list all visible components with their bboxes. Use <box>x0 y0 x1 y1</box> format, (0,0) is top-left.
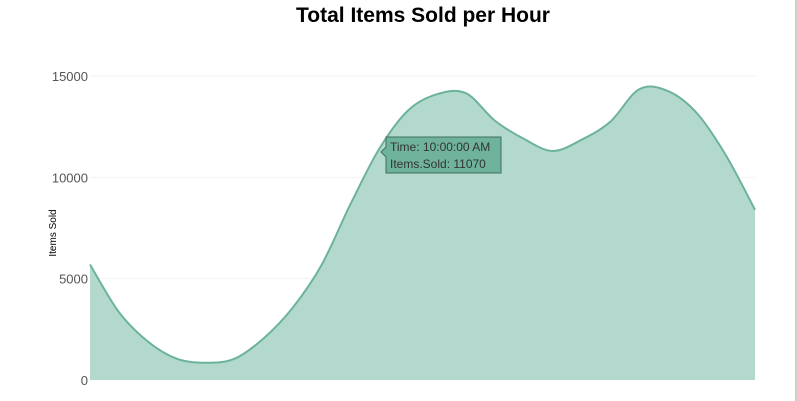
data-point[interactable] <box>287 303 297 313</box>
data-point[interactable] <box>750 205 760 215</box>
tooltip-box <box>380 136 502 174</box>
data-point[interactable] <box>403 106 413 116</box>
data-point[interactable] <box>663 86 673 96</box>
window-edge <box>795 0 797 401</box>
data-point[interactable] <box>577 135 587 145</box>
data-point[interactable] <box>692 109 702 119</box>
y-tick-label: 10000 <box>52 170 88 185</box>
data-point[interactable] <box>114 307 124 317</box>
data-point[interactable] <box>316 261 326 271</box>
data-point[interactable] <box>548 146 558 156</box>
data-point[interactable] <box>721 151 731 161</box>
data-point[interactable] <box>172 354 182 364</box>
data-point[interactable] <box>490 116 500 126</box>
data-point[interactable] <box>634 84 644 94</box>
y-tick-label: 5000 <box>59 272 88 287</box>
hover-tooltip: Time: 10:00:00 AM Items.Sold: 11070 <box>380 136 502 174</box>
series-line <box>89 85 756 364</box>
data-point[interactable] <box>85 260 95 270</box>
y-tick-label: 15000 <box>52 69 88 84</box>
series-area-group <box>89 85 756 381</box>
data-point[interactable] <box>519 134 529 144</box>
tooltip-time: Time: 10:00:00 AM <box>390 140 490 154</box>
y-axis-ticks: 0 5000 10000 15000 <box>52 69 88 388</box>
data-point[interactable] <box>605 117 615 127</box>
data-point[interactable] <box>230 354 240 364</box>
data-point[interactable] <box>345 200 355 210</box>
y-axis-label: Items Sold <box>48 209 59 256</box>
chart-title: Total Items Sold per Hour <box>296 4 550 27</box>
y-tick-label: 0 <box>81 373 88 388</box>
data-point[interactable] <box>432 89 442 99</box>
data-point[interactable] <box>143 337 153 347</box>
data-point[interactable] <box>461 88 471 98</box>
series-area <box>90 86 755 381</box>
data-point[interactable] <box>259 334 269 344</box>
data-point[interactable] <box>201 358 211 368</box>
tooltip-items-sold: Items.Sold: 11070 <box>390 157 486 171</box>
